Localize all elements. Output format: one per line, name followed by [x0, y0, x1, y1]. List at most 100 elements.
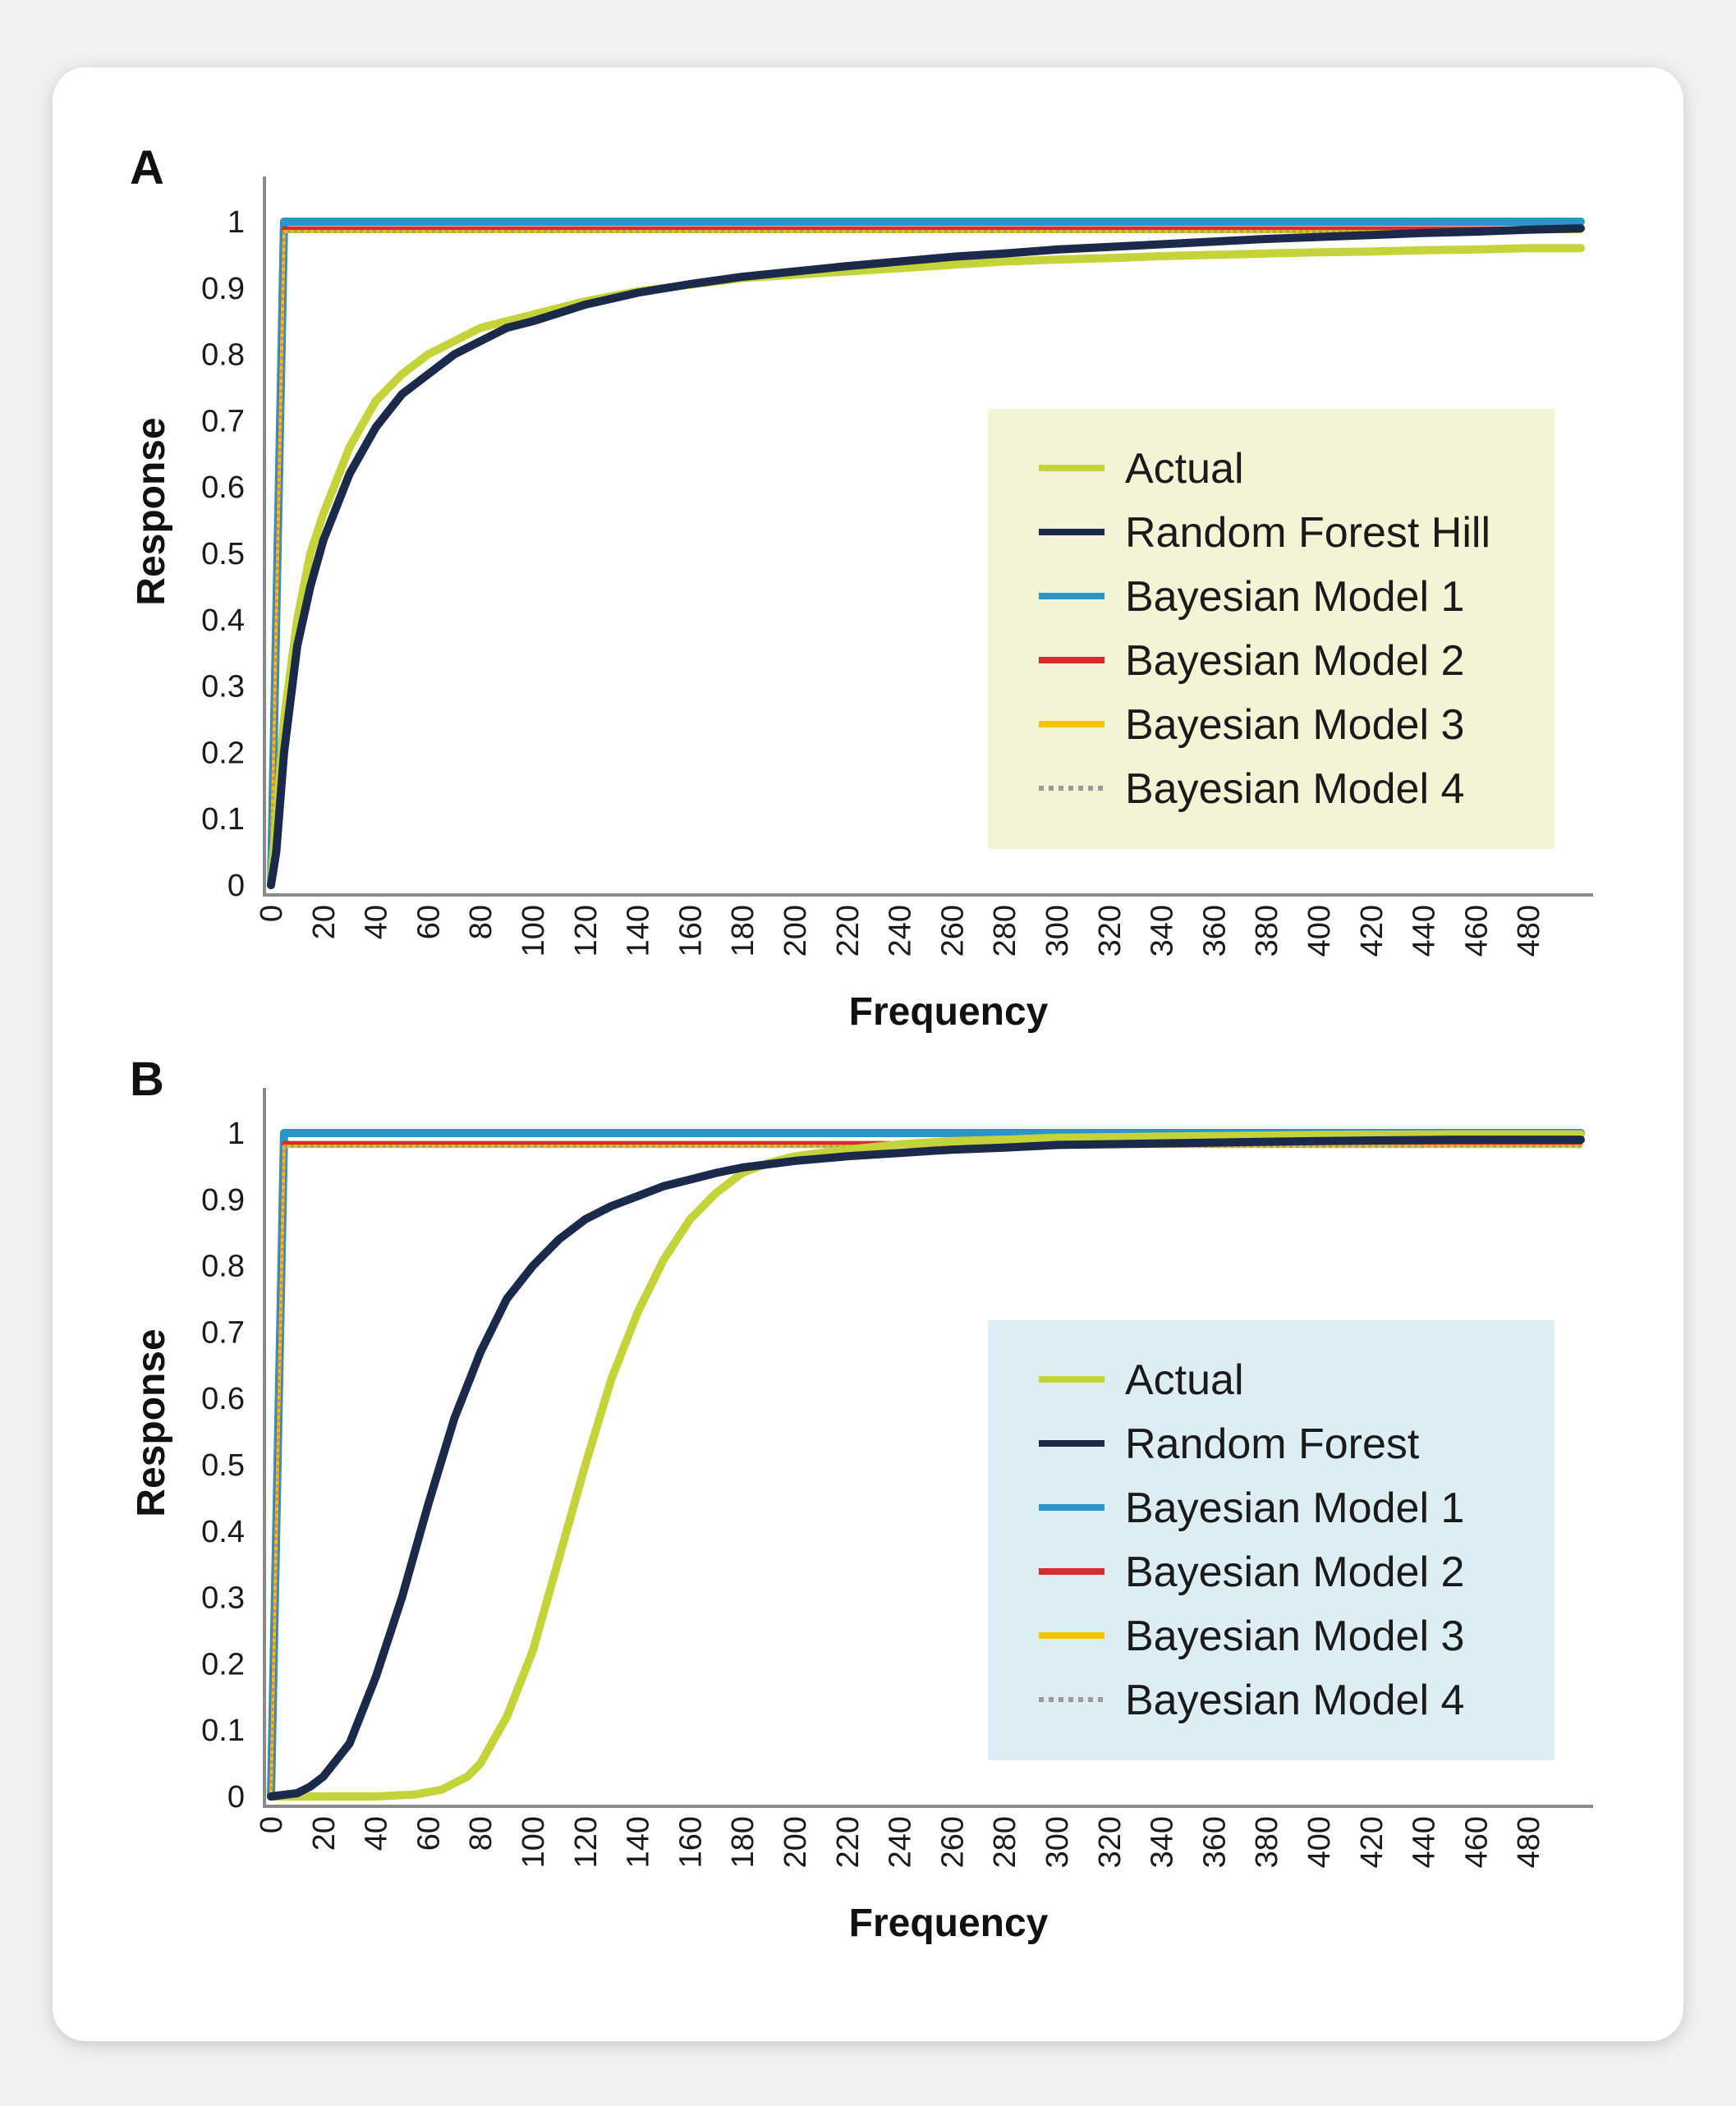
x-tick-label: 400 — [1302, 1816, 1337, 1868]
x-tick-label: 320 — [1093, 1816, 1127, 1868]
series-line-random-forest — [267, 224, 1585, 889]
x-tick-label: 20 — [307, 905, 342, 939]
y-axis-title: Response — [130, 1328, 173, 1516]
legend-label: Actual — [1125, 1356, 1244, 1404]
legend-label: Bayesian Model 2 — [1125, 1549, 1464, 1596]
x-tick-label: 120 — [569, 1816, 604, 1868]
y-tick-label: 0.7 — [201, 1315, 245, 1350]
x-tick-label: 420 — [1355, 1816, 1389, 1868]
legend-label: Random Forest — [1125, 1420, 1420, 1468]
y-tick-label: 0 — [227, 869, 245, 903]
x-tick-label: 280 — [988, 1816, 1022, 1868]
legend-box — [988, 409, 1555, 849]
x-tick-label: 400 — [1302, 905, 1337, 957]
series-line-actual — [267, 1130, 1585, 1801]
y-tick-label: 1 — [227, 205, 245, 240]
legend-label: Bayesian Model 1 — [1125, 573, 1464, 621]
legend-label: Bayesian Model 2 — [1125, 637, 1464, 685]
x-tick-label: 200 — [778, 905, 813, 957]
panel-b: B 0 0.1 0.2 0.3 0.4 0.5 0.6 0.7 0.8 0.9 1 0 20 40 60 80 1… — [130, 1053, 1593, 1945]
legend-label: Bayesian Model 3 — [1125, 1613, 1464, 1660]
x-tick-label: 80 — [464, 1816, 498, 1851]
x-tick-label: 160 — [673, 905, 708, 957]
legend-label: Bayesian Model 3 — [1125, 701, 1464, 749]
legend-box — [988, 1320, 1555, 1760]
x-axis-title: Frequency — [849, 990, 1049, 1034]
x-tick-label: 220 — [831, 1816, 866, 1868]
y-tick-label: 0.7 — [201, 404, 245, 438]
x-tick-label: 100 — [517, 1816, 551, 1868]
y-tick-label: 0.2 — [201, 736, 245, 770]
panel-letter: B — [130, 1053, 164, 1106]
y-tick-label: 0.4 — [201, 603, 245, 638]
x-tick-label: 360 — [1197, 1816, 1232, 1868]
y-tick-label: 0.6 — [201, 1382, 245, 1416]
y-tick-label: 0.9 — [201, 1183, 245, 1218]
y-tick-label: 0.4 — [201, 1515, 245, 1549]
panel-a: A 0 0.1 0.2 0.3 0.4 0.5 0.6 0.7 0.8 0.9 1 0 20 40 60 80 1… — [130, 141, 1593, 1034]
series-line-random-forest — [267, 1136, 1585, 1801]
x-tick-label: 0 — [255, 1816, 289, 1833]
x-tick-label: 80 — [464, 905, 498, 939]
plot-lines — [267, 1129, 1585, 1801]
x-tick-label: 40 — [360, 905, 394, 939]
y-tick-label: 0.1 — [201, 1714, 245, 1748]
x-tick-label: 380 — [1250, 905, 1284, 957]
plot-lines — [267, 218, 1585, 889]
x-tick-label: 260 — [935, 1816, 970, 1868]
x-tick-label: 20 — [307, 1816, 342, 1851]
legend-label: Random Forest Hill — [1125, 509, 1490, 557]
x-tick-label: 60 — [411, 1816, 446, 1851]
y-tick-label: 0.6 — [201, 470, 245, 505]
x-tick-label: 300 — [1040, 905, 1075, 957]
x-tick-label: 240 — [884, 905, 918, 957]
series-line-bayesian-4 — [269, 230, 1581, 886]
x-tick-label: 0 — [255, 905, 289, 922]
y-axis-title: Response — [130, 417, 173, 605]
x-tick-label: 220 — [831, 905, 866, 957]
x-tick-label: 320 — [1093, 905, 1127, 957]
legend-label: Actual — [1125, 445, 1244, 493]
x-tick-label: 260 — [935, 905, 970, 957]
x-tick-label: 60 — [411, 905, 446, 939]
x-tick-label: 200 — [778, 1816, 813, 1868]
y-tick-label: 0.8 — [201, 338, 245, 373]
x-tick-label: 100 — [517, 905, 551, 957]
y-tick-label: 0.9 — [201, 272, 245, 306]
y-tick-label: 1 — [227, 1117, 245, 1151]
legend-label: Bayesian Model 4 — [1125, 765, 1464, 813]
x-tick-label: 180 — [726, 905, 760, 957]
x-tick-label: 440 — [1408, 905, 1442, 957]
y-tick-label: 0.5 — [201, 1448, 245, 1483]
y-tick-label: 0 — [227, 1780, 245, 1815]
y-tick-label: 0.3 — [201, 670, 245, 704]
legend-label: Bayesian Model 1 — [1125, 1484, 1464, 1532]
panel-letter: A — [130, 141, 164, 195]
x-tick-label: 120 — [569, 905, 604, 957]
x-axis-title: Frequency — [849, 1902, 1049, 1945]
x-tick-label: 380 — [1250, 1816, 1284, 1868]
x-tick-label: 280 — [988, 905, 1022, 957]
y-tick-label: 0.3 — [201, 1581, 245, 1616]
x-tick-label: 240 — [884, 1816, 918, 1868]
x-tick-label: 140 — [622, 1816, 656, 1868]
x-tick-label: 140 — [622, 905, 656, 957]
x-tick-label: 440 — [1408, 1816, 1442, 1868]
x-tick-label: 460 — [1459, 1816, 1494, 1868]
x-tick-label: 360 — [1197, 905, 1232, 957]
x-tick-label: 460 — [1459, 905, 1494, 957]
x-tick-label: 300 — [1040, 1816, 1075, 1868]
x-tick-label: 480 — [1512, 905, 1546, 957]
x-tick-label: 480 — [1512, 1816, 1546, 1868]
legend-label: Bayesian Model 4 — [1125, 1677, 1464, 1724]
x-tick-label: 160 — [673, 1816, 708, 1868]
x-tick-label: 40 — [360, 1816, 394, 1851]
y-tick-label: 0.5 — [201, 537, 245, 571]
x-tick-label: 340 — [1146, 1816, 1180, 1868]
y-tick-label: 0.2 — [201, 1647, 245, 1682]
y-tick-label: 0.8 — [201, 1250, 245, 1284]
x-tick-label: 340 — [1146, 905, 1180, 957]
x-tick-label: 180 — [726, 1816, 760, 1868]
